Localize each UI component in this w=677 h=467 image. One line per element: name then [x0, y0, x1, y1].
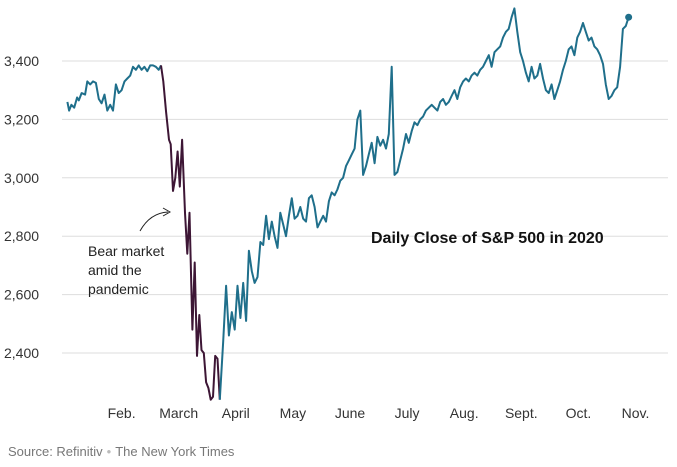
annotation-line-1: Bear market [88, 243, 164, 259]
annotation-line-3: pandemic [88, 281, 149, 297]
x-tick-label: May [280, 405, 306, 421]
x-tick-label: Nov. [622, 405, 650, 421]
y-tick-label: 2,400 [4, 345, 39, 361]
credit-label: The New York Times [115, 444, 235, 459]
price-lines [66, 7, 633, 401]
latest-close-marker [625, 13, 633, 21]
series-line-pre-bear [66, 64, 162, 112]
gridlines [62, 60, 668, 354]
y-axis-tick-labels: 2,400 2,600 2,800 3,000 3,200 3,400 [4, 53, 39, 361]
x-tick-label: April [222, 405, 250, 421]
series-line-bear [160, 65, 221, 401]
x-tick-label: Sept. [505, 405, 538, 421]
y-tick-label: 2,800 [4, 228, 39, 244]
separator-dot: • [106, 444, 112, 459]
annotation-arrowhead [162, 207, 172, 217]
y-tick-label: 2,600 [4, 287, 39, 303]
x-tick-label: June [335, 405, 366, 421]
bear-market-annotation: Bear market amid the pandemic [88, 207, 172, 297]
annotation-line-2: amid the [88, 262, 142, 278]
y-tick-label: 3,200 [4, 111, 39, 127]
x-tick-label: Feb. [108, 405, 136, 421]
source-credit: Source: Refinitiv • The New York Times [8, 444, 234, 459]
x-tick-label: July [395, 405, 420, 421]
y-tick-label: 3,400 [4, 53, 39, 69]
series-line-recovery [218, 7, 630, 400]
chart-title: Daily Close of S&P 500 in 2020 [371, 230, 604, 247]
source-label: Source: Refinitiv [8, 444, 103, 459]
x-tick-label: Aug. [450, 405, 479, 421]
x-tick-label: March [159, 405, 198, 421]
x-tick-label: Oct. [566, 405, 592, 421]
annotation-arrow-line [139, 211, 169, 232]
y-tick-label: 3,000 [4, 170, 39, 186]
x-axis-month-labels: Feb. March April May June July Aug. Sept. Oct. No… [108, 405, 650, 421]
